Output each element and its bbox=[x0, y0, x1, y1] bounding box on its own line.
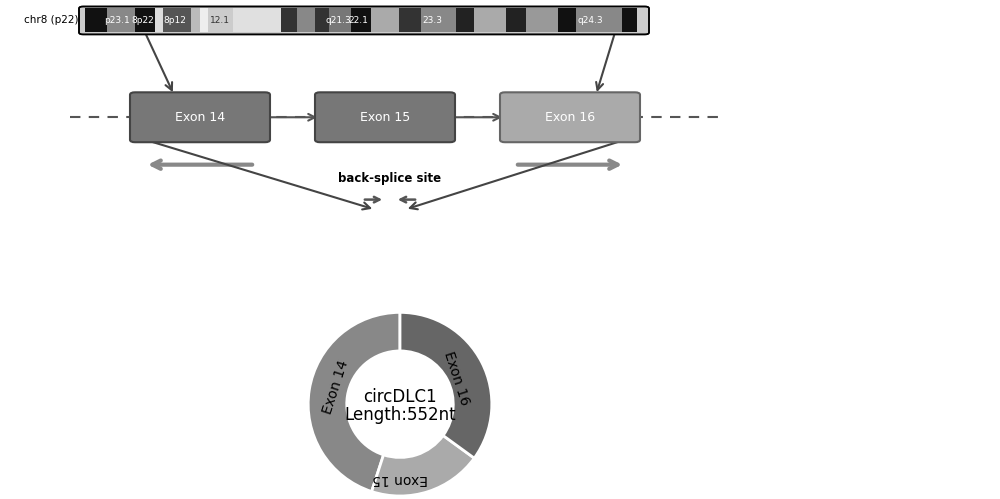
Bar bbox=[200, 8, 208, 32]
Text: Exon 14: Exon 14 bbox=[175, 111, 225, 124]
Wedge shape bbox=[372, 436, 474, 496]
Text: q24.3: q24.3 bbox=[577, 16, 603, 25]
Polygon shape bbox=[208, 8, 233, 32]
FancyBboxPatch shape bbox=[315, 92, 455, 142]
Text: Exon 15: Exon 15 bbox=[372, 473, 428, 487]
Text: circDLC1: circDLC1 bbox=[363, 388, 437, 406]
Bar bbox=[155, 8, 163, 32]
Text: 22.1: 22.1 bbox=[348, 16, 368, 25]
Text: 8p12: 8p12 bbox=[164, 16, 186, 25]
Text: q21.3: q21.3 bbox=[325, 16, 351, 25]
Bar bbox=[297, 8, 315, 32]
Bar bbox=[233, 8, 281, 32]
Bar bbox=[329, 8, 351, 32]
Bar bbox=[526, 8, 558, 32]
Text: Exon 15: Exon 15 bbox=[360, 111, 410, 124]
Bar bbox=[474, 8, 506, 32]
Bar bbox=[135, 8, 155, 32]
Bar bbox=[208, 8, 233, 32]
Text: p23.1: p23.1 bbox=[104, 16, 130, 25]
Text: Exon 16: Exon 16 bbox=[545, 111, 595, 124]
Bar bbox=[558, 8, 576, 32]
Text: 12.1: 12.1 bbox=[210, 16, 230, 25]
Bar bbox=[421, 8, 456, 32]
Text: 8p22: 8p22 bbox=[132, 16, 154, 25]
Bar bbox=[622, 8, 637, 32]
Bar bbox=[351, 8, 371, 32]
Bar bbox=[456, 8, 474, 32]
Bar bbox=[371, 8, 399, 32]
Bar bbox=[576, 8, 622, 32]
Bar bbox=[163, 8, 191, 32]
Text: Length:552nt: Length:552nt bbox=[344, 406, 456, 424]
Text: back-splice site: back-splice site bbox=[338, 172, 442, 185]
Text: Exon 16: Exon 16 bbox=[442, 350, 472, 407]
FancyBboxPatch shape bbox=[500, 92, 640, 142]
Bar bbox=[107, 8, 135, 32]
Text: Exon 14: Exon 14 bbox=[320, 359, 351, 416]
FancyBboxPatch shape bbox=[130, 92, 270, 142]
Text: chr8 (p22): chr8 (p22) bbox=[24, 15, 78, 25]
FancyBboxPatch shape bbox=[79, 6, 649, 34]
Bar bbox=[315, 8, 329, 32]
Bar bbox=[637, 8, 642, 32]
Bar bbox=[399, 8, 421, 32]
Bar bbox=[85, 8, 107, 32]
Text: 23.3: 23.3 bbox=[422, 16, 442, 25]
Wedge shape bbox=[308, 312, 400, 492]
Wedge shape bbox=[400, 312, 492, 458]
Bar bbox=[506, 8, 526, 32]
Bar bbox=[281, 8, 297, 32]
Bar bbox=[191, 8, 200, 32]
